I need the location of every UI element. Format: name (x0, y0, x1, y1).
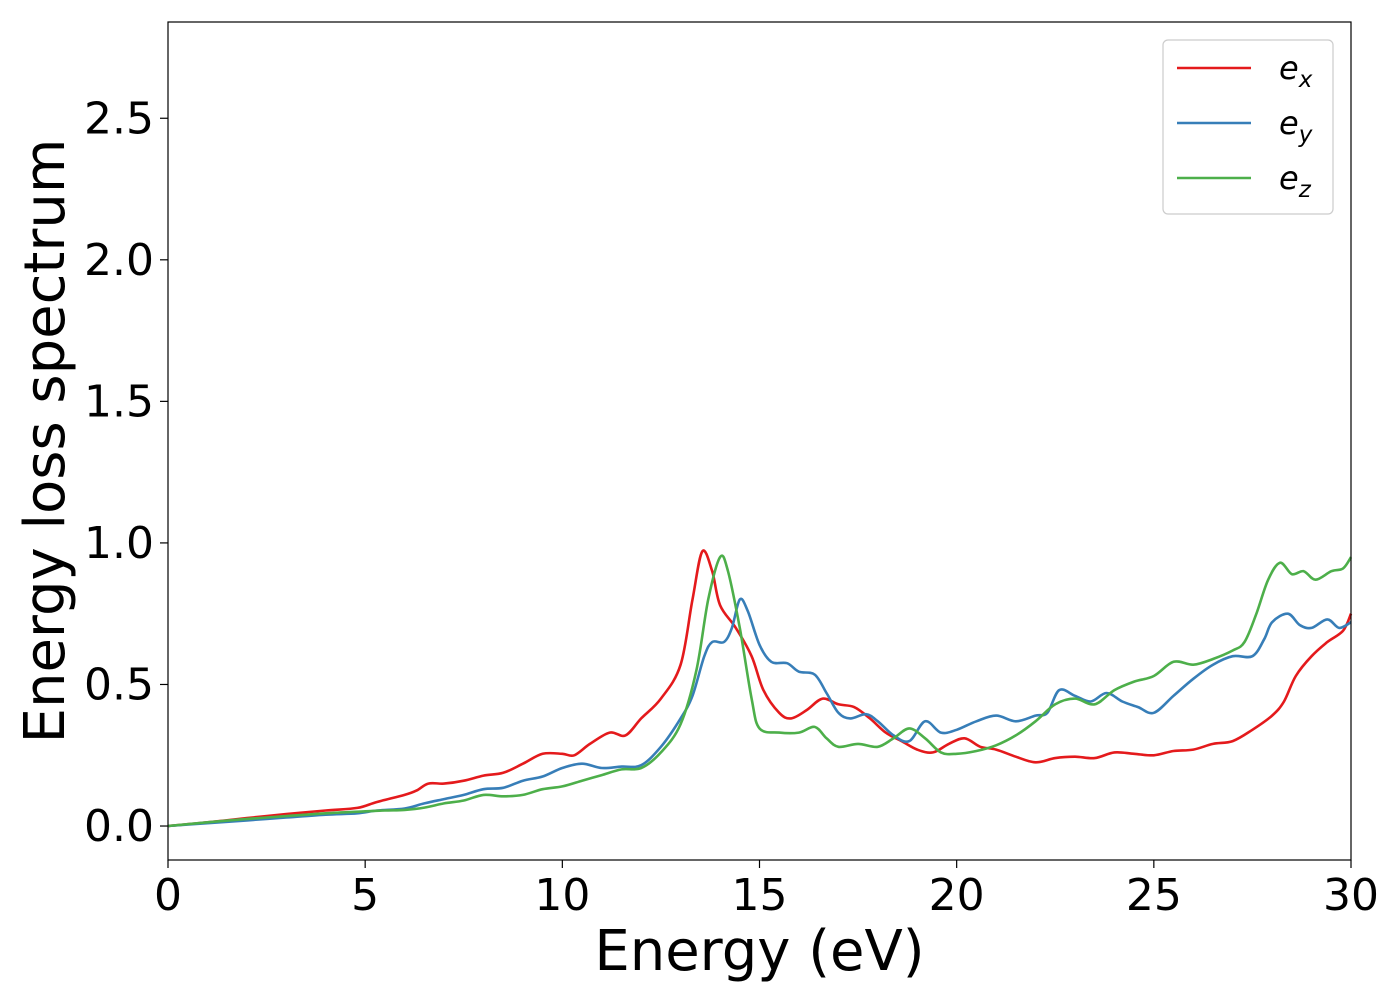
x-tick-label: 15 (732, 870, 788, 921)
y-axis-label: Energy loss spectrum (13, 139, 78, 744)
x-axis-label: Energy (eV) (594, 919, 924, 984)
legend: ex ey ez (1162, 39, 1334, 215)
legend-label: ex (1279, 49, 1313, 93)
y-tick-label: 1.0 (84, 518, 154, 569)
x-axis-ticks: 0 5 10 15 20 25 30 (154, 860, 1379, 921)
x-tick-label: 0 (154, 870, 182, 921)
y-tick-label: 2.0 (84, 235, 154, 286)
y-tick-label: 1.5 (84, 376, 154, 427)
series-line-ey (167, 597, 1352, 828)
legend-label: ez (1279, 159, 1312, 203)
y-tick-label: 2.5 (84, 93, 154, 144)
x-tick-label: 20 (929, 870, 985, 921)
plot-frame (167, 21, 1352, 861)
x-tick-label: 10 (534, 870, 590, 921)
y-tick-label: 0.0 (84, 801, 154, 852)
legend-box (1162, 39, 1334, 215)
x-tick-label: 25 (1126, 870, 1182, 921)
y-tick-label: 0.5 (84, 659, 154, 710)
y-axis-ticks: 0.0 0.5 1.0 1.5 2.0 2.5 (84, 93, 168, 852)
legend-label: ey (1279, 104, 1313, 148)
x-tick-label: 30 (1323, 870, 1379, 921)
series-line-ez (167, 554, 1353, 828)
x-tick-label: 5 (351, 870, 379, 921)
series-line-ex (167, 549, 1353, 828)
series-lines (167, 549, 1353, 828)
